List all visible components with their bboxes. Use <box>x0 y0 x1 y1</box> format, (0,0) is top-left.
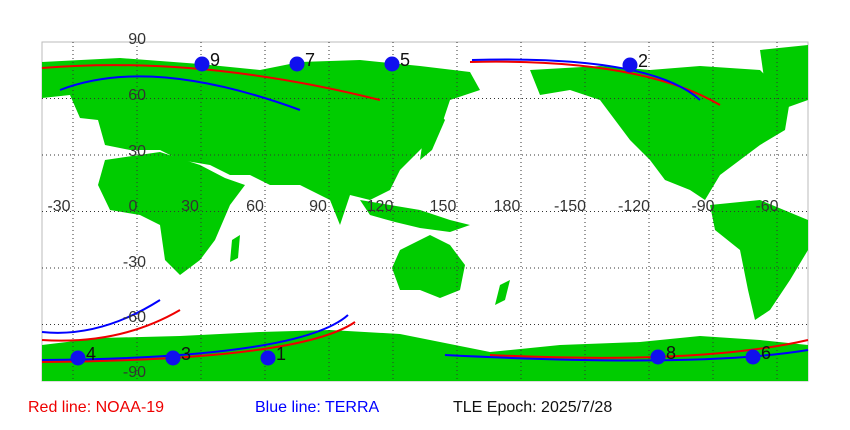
australia <box>392 235 465 298</box>
lat-label: 60 <box>128 87 146 104</box>
lon-label: -150 <box>554 198 586 215</box>
lat-label: 30 <box>128 143 146 160</box>
marker-dot <box>260 350 276 366</box>
orbit-red <box>41 321 356 363</box>
satellite-marker: 2 <box>622 51 648 73</box>
marker-dot <box>622 57 638 73</box>
orbit-blue <box>471 58 701 101</box>
orbit-red <box>489 339 809 359</box>
lat-label: -30 <box>123 254 146 271</box>
lon-label: 0 <box>129 198 138 215</box>
satellite-marker: 3 <box>165 344 191 366</box>
marker-label: 7 <box>305 50 315 70</box>
lon-label: -90 <box>691 198 714 215</box>
south-america <box>710 200 808 320</box>
marker-dot <box>165 350 181 366</box>
orbit-blue <box>41 314 349 361</box>
orbit-red <box>41 309 181 342</box>
satellite-marker: 7 <box>289 50 315 72</box>
lat-label: -90 <box>123 364 146 381</box>
marker-label: 3 <box>181 344 191 364</box>
lon-label: 150 <box>430 198 457 215</box>
marker-dot <box>194 56 210 72</box>
orbit-red <box>469 60 721 106</box>
marker-label: 8 <box>666 343 676 363</box>
marker-label: 5 <box>400 50 410 70</box>
marker-label: 9 <box>210 50 220 70</box>
satellite-marker: 4 <box>70 344 96 366</box>
lon-label: -60 <box>755 198 778 215</box>
madagascar <box>230 235 240 262</box>
legend-blue: Blue line: TERRA <box>255 399 380 416</box>
marker-dot <box>745 349 761 365</box>
markers: 1 2 3 4 5 6 7 8 9 <box>70 50 771 366</box>
new-zealand <box>495 280 510 305</box>
lon-label: 60 <box>246 198 264 215</box>
japan <box>420 112 445 160</box>
legend-red: Red line: NOAA-19 <box>28 399 164 416</box>
satellite-marker: 8 <box>650 343 676 365</box>
marker-dot <box>384 56 400 72</box>
lon-label: -30 <box>47 198 70 215</box>
satellite-marker: 6 <box>745 343 771 365</box>
eurasia <box>42 58 480 225</box>
antarctica <box>42 330 808 381</box>
africa <box>98 152 245 275</box>
axis-labels: -30 0 30 60 90 120 150 180 -150 -120 -90 -60 90 60 30 -… <box>47 31 778 381</box>
greenland <box>760 45 808 110</box>
lon-label: 30 <box>181 198 199 215</box>
lat-label: 90 <box>128 31 146 48</box>
land <box>42 45 808 381</box>
lon-label: 120 <box>367 198 394 215</box>
marker-dot <box>650 349 666 365</box>
satellite-marker: 5 <box>384 50 410 72</box>
marker-dot <box>289 56 305 72</box>
orbit-blue <box>59 75 301 111</box>
orbit-blue <box>41 299 161 334</box>
north-america <box>530 66 790 200</box>
marker-label: 4 <box>86 344 96 364</box>
se-asia <box>360 200 470 232</box>
satellite-marker: 9 <box>194 50 220 72</box>
lon-label: 90 <box>309 198 327 215</box>
marker-label: 1 <box>276 344 286 364</box>
marker-label: 2 <box>638 51 648 71</box>
lon-label: 180 <box>494 198 521 215</box>
marker-label: 6 <box>761 343 771 363</box>
lon-label: -120 <box>618 198 650 215</box>
marker-dot <box>70 350 86 366</box>
satellite-marker: 1 <box>260 344 286 366</box>
tle-epoch: TLE Epoch: 2025/7/28 <box>453 399 612 416</box>
lat-label: -60 <box>123 309 146 326</box>
